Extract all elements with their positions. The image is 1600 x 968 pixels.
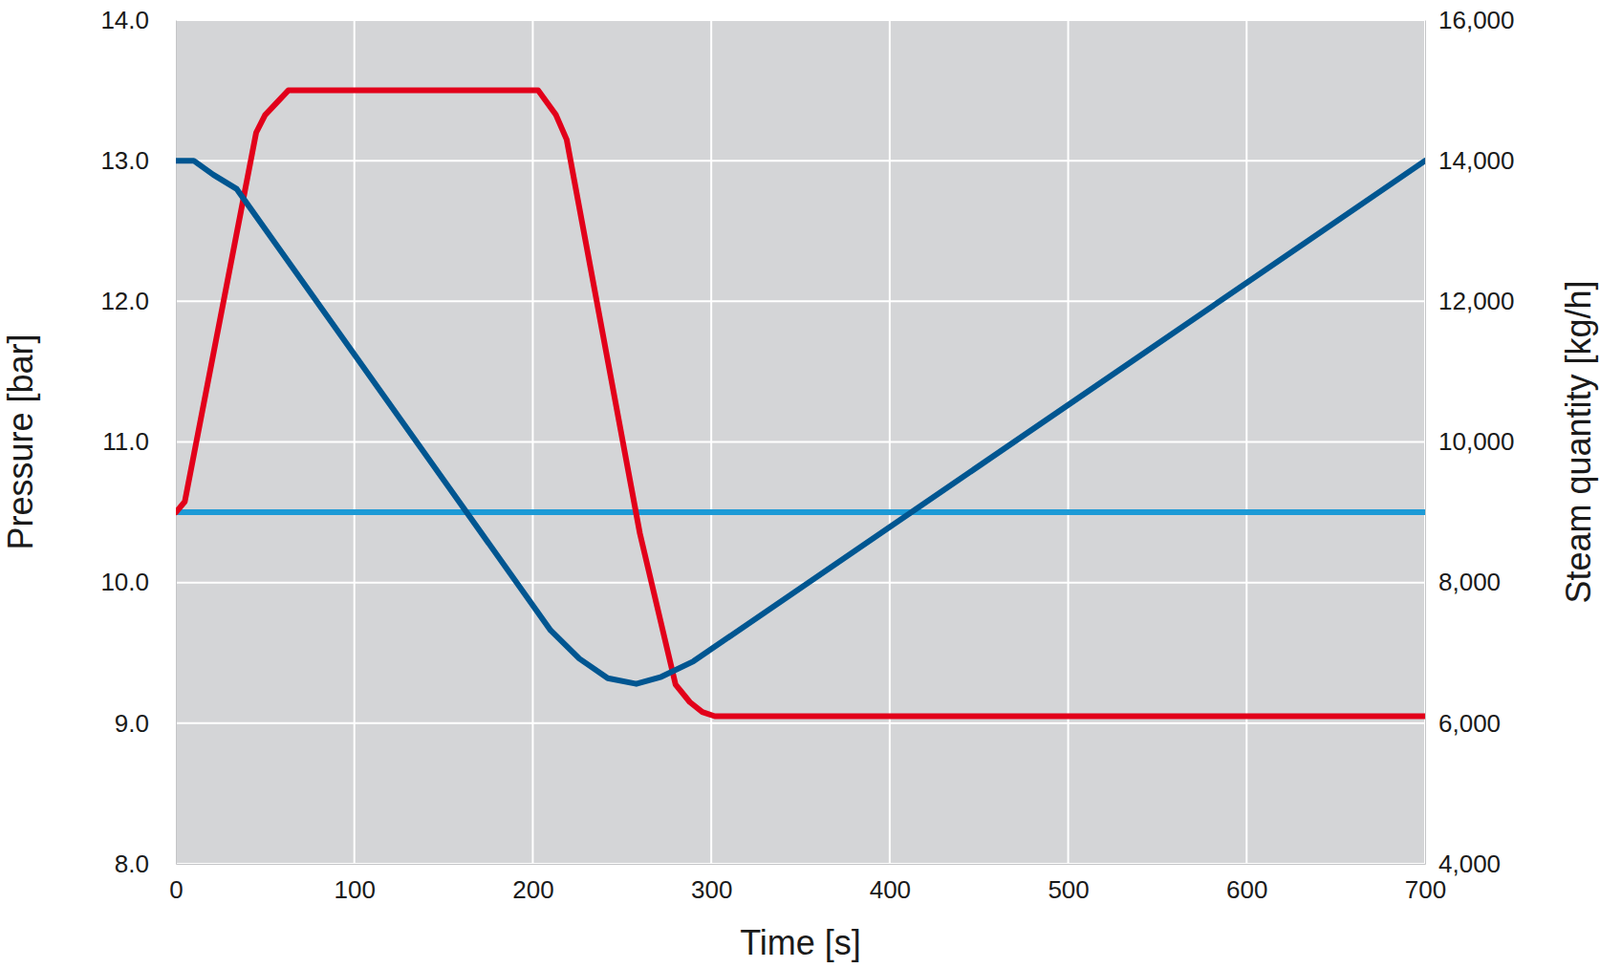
grid-line-y <box>175 863 1426 865</box>
y-axis-title: Pressure [bar] <box>0 333 41 550</box>
grid-line-y <box>175 19 1426 22</box>
axis-line <box>176 864 1427 865</box>
tick-label: 0 <box>169 875 183 905</box>
grid <box>175 20 1426 865</box>
grid-line-y <box>175 300 1426 303</box>
tick-label: 11.0 <box>102 427 150 456</box>
tick-label: 400 <box>869 875 911 905</box>
tick: 10.0 <box>100 567 176 597</box>
axis-line <box>175 21 177 865</box>
tick-label: 14.0 <box>100 5 150 35</box>
tick-label: 4,000 <box>1438 849 1501 879</box>
series-group <box>175 90 1426 717</box>
plot-background <box>175 20 1426 865</box>
x-axis-title: Time [s] <box>739 923 862 963</box>
tick-label: 200 <box>512 875 554 905</box>
tick-label: 100 <box>334 875 376 905</box>
tick: 14.0 <box>100 5 176 35</box>
tick: 8.0 <box>114 849 176 879</box>
tick: 10,000 <box>1425 427 1515 456</box>
y2-axis: 4,000 6,000 8,000 10,000 12,000 14,000 16,000 <box>1425 5 1515 879</box>
grid-line-y <box>175 159 1426 162</box>
tick-label: 10,000 <box>1438 427 1515 456</box>
tick-label: 8.0 <box>114 849 150 879</box>
series-line <box>175 90 1426 717</box>
tick: 4,000 <box>1425 849 1501 879</box>
tick: 6,000 <box>1425 709 1501 738</box>
tick: 300 <box>691 864 733 905</box>
tick-label: 14,000 <box>1438 146 1515 175</box>
tick-label: 9.0 <box>114 709 150 738</box>
chart: 0 100 200 300 400 500 600 700 8.0 9.0 10.0 11.0 12.0… <box>0 0 1600 968</box>
tick-label: 8,000 <box>1438 567 1501 597</box>
tick-label: 500 <box>1047 875 1089 905</box>
tick: 0 <box>169 864 183 905</box>
tick-label: 10.0 <box>100 567 150 597</box>
y-axis: 8.0 9.0 10.0 11.0 12.0 13.0 14.0 <box>100 5 176 879</box>
tick-label: 6,000 <box>1438 709 1501 738</box>
tick: 200 <box>512 864 554 905</box>
tick-label: 300 <box>691 875 733 905</box>
tick: 12.0 <box>100 286 176 316</box>
tick: 14,000 <box>1425 146 1515 175</box>
tick: 12,000 <box>1425 286 1515 316</box>
tick: 9.0 <box>114 709 176 738</box>
tick: 11.0 <box>102 427 176 456</box>
grid-line-y <box>175 441 1426 444</box>
grid-line-y <box>175 722 1426 725</box>
tick: 8,000 <box>1425 567 1501 597</box>
tick: 13.0 <box>100 146 176 175</box>
tick: 400 <box>869 864 911 905</box>
tick-label: 12,000 <box>1438 286 1515 316</box>
plot: 0 100 200 300 400 500 600 700 8.0 9.0 10.0 11.0 12.0… <box>100 5 1514 906</box>
tick-label: 12.0 <box>100 286 150 316</box>
x-axis: 0 100 200 300 400 500 600 700 <box>169 864 1447 905</box>
axis-line <box>1425 21 1427 865</box>
tick: 600 <box>1226 864 1268 905</box>
grid-line-y <box>175 582 1426 584</box>
tick: 500 <box>1047 864 1089 905</box>
series-line <box>175 160 1426 684</box>
tick-label: 13.0 <box>100 146 150 175</box>
tick-label: 16,000 <box>1438 5 1515 35</box>
tick: 100 <box>334 864 376 905</box>
y2-axis-title: Steam quantity [kg/h] <box>1558 280 1599 604</box>
tick-label: 600 <box>1226 875 1268 905</box>
grid-line-x <box>174 20 177 865</box>
tick-label: 700 <box>1405 875 1447 905</box>
tick: 16,000 <box>1425 5 1515 35</box>
series-line <box>175 509 1426 516</box>
